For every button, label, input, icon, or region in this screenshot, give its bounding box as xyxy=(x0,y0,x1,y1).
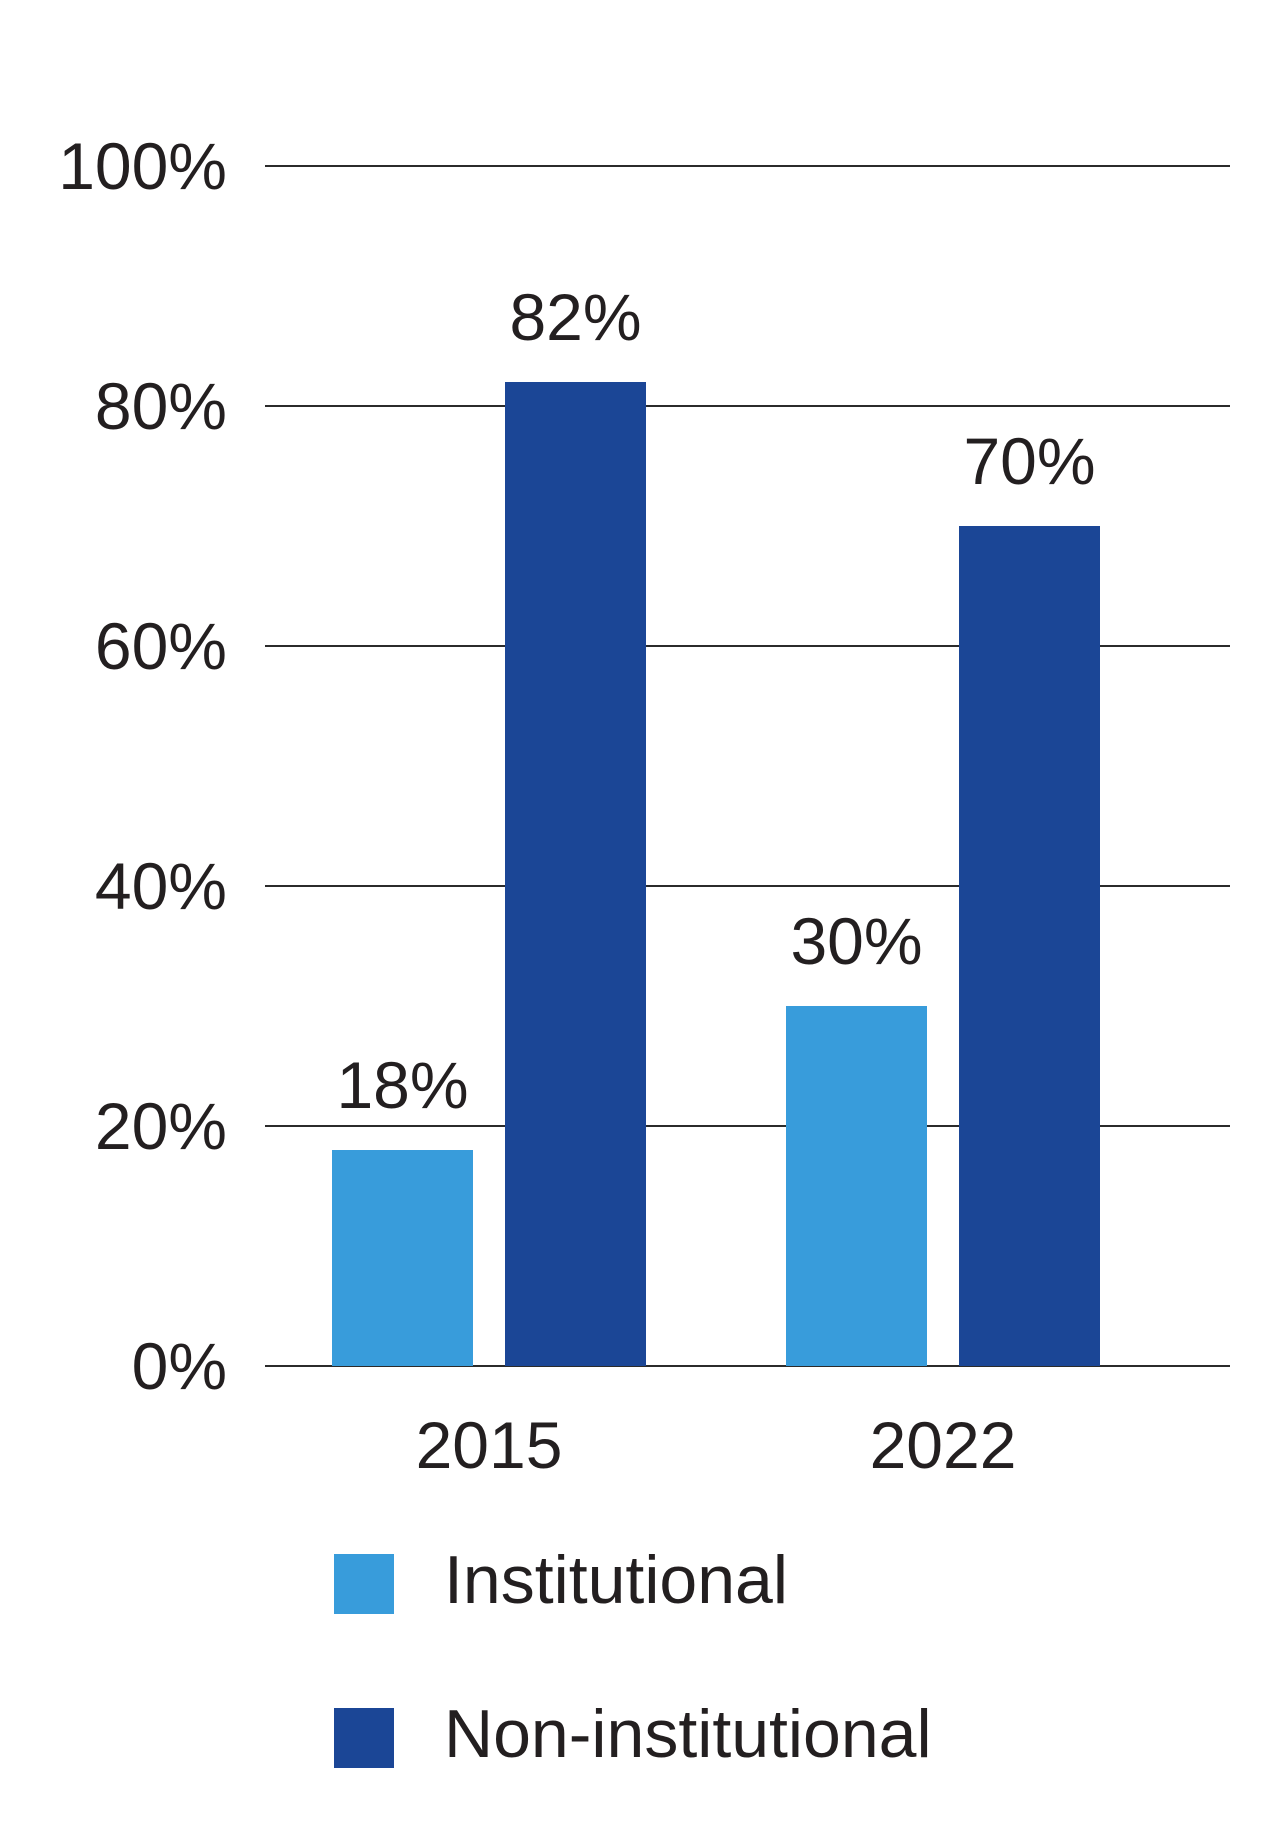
legend-label-non-institutional: Non-institutional xyxy=(444,1696,932,1772)
y-tick-label-0: 0% xyxy=(132,1329,227,1403)
bar-institutional-2015 xyxy=(332,1150,473,1366)
bar-non-institutional-2015 xyxy=(505,382,646,1366)
x-axis-tick-labels: 2015 2022 xyxy=(416,1408,1017,1482)
x-tick-label-2022: 2022 xyxy=(870,1408,1017,1482)
y-tick-label-100: 100% xyxy=(58,129,227,203)
bars xyxy=(332,382,1100,1366)
bar-non-institutional-2022 xyxy=(959,526,1100,1366)
y-tick-label-20: 20% xyxy=(95,1089,227,1163)
data-label-non-institutional-2022: 70% xyxy=(963,424,1095,498)
legend-swatch-institutional xyxy=(334,1554,394,1614)
data-label-institutional-2015: 18% xyxy=(336,1048,468,1122)
data-label-institutional-2022: 30% xyxy=(790,904,922,978)
data-label-non-institutional-2015: 82% xyxy=(509,280,641,354)
legend-label-institutional: Institutional xyxy=(444,1542,788,1618)
y-tick-label-40: 40% xyxy=(95,849,227,923)
x-tick-label-2015: 2015 xyxy=(416,1408,563,1482)
y-tick-label-60: 60% xyxy=(95,609,227,683)
bar-institutional-2022 xyxy=(786,1006,927,1366)
y-tick-label-80: 80% xyxy=(95,369,227,443)
y-axis-tick-labels: 0% 20% 40% 60% 80% 100% xyxy=(58,129,227,1403)
bar-chart: 0% 20% 40% 60% 80% 100% 18% 82% 30% 70% 2015 2022 xyxy=(58,129,1230,1482)
data-labels: 18% 82% 30% 70% xyxy=(336,280,1095,1122)
legend-swatch-non-institutional xyxy=(334,1708,394,1768)
